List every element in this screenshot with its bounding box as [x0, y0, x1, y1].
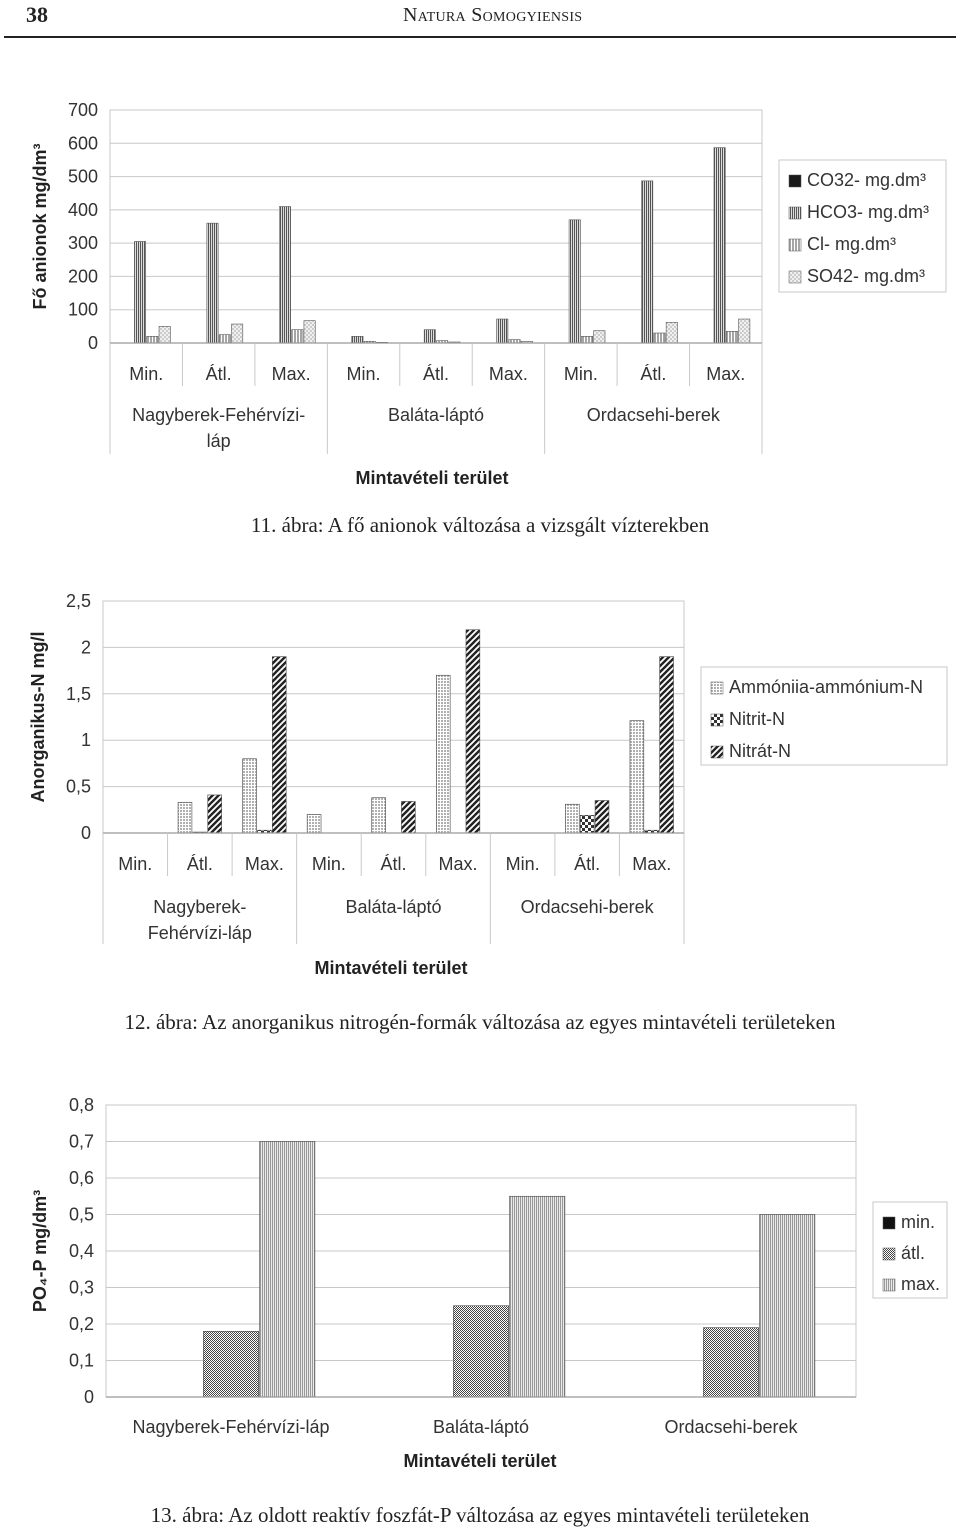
header-rule	[4, 36, 956, 38]
legend-swatch	[788, 270, 802, 284]
y-tick-label: 0	[81, 823, 91, 843]
legend-label: min.	[901, 1212, 935, 1232]
x-tick-label: Min.	[347, 364, 381, 384]
x-tick-label: Min.	[312, 854, 346, 874]
x-tick-label: Átl.	[423, 364, 449, 384]
x-tick-label: Max.	[489, 364, 528, 384]
legend-swatch	[882, 1216, 896, 1230]
y-tick-label: 200	[68, 266, 98, 286]
y-tick-label: 100	[68, 300, 98, 320]
y-tick-label: 0,5	[66, 777, 91, 797]
legend-swatch	[788, 174, 802, 188]
plot-area	[109, 109, 763, 344]
x-axis-label: Mintavételi terület	[355, 468, 508, 488]
legend-label: HCO3- mg.dm³	[807, 202, 929, 222]
legend-label: max.	[901, 1274, 940, 1294]
x-tick-label: Ordacsehi-berek	[664, 1417, 798, 1437]
figure-11-caption: 11. ábra: A fő anionok változása a vizsg…	[250, 513, 710, 537]
y-tick-label: 300	[68, 233, 98, 253]
x-tick-label: Max.	[632, 854, 671, 874]
y-tick-label: 1	[81, 730, 91, 750]
group-label: Nagyberek-	[153, 897, 246, 917]
x-tick-label: Átl.	[206, 364, 232, 384]
y-tick-label: 0,1	[69, 1351, 94, 1371]
page-header: 38 Natura Somogyiensis	[0, 0, 960, 40]
group-label: Baláta-láptó	[388, 405, 484, 425]
anions-chart: 0 100 200 300 400 500 600 700 Fő anionok mg/dm³ M…	[30, 100, 947, 488]
group-label: Fehérvízi-láp	[148, 923, 252, 943]
bar-1-0	[203, 1331, 259, 1398]
x-tick-label: Átl.	[380, 854, 406, 874]
bar-2-2	[759, 1214, 816, 1398]
y-tick-label: 0,2	[69, 1314, 94, 1334]
x-tick-label: Max.	[439, 854, 478, 874]
x-tick-label: Baláta-láptó	[433, 1417, 529, 1437]
group-label: Ordacsehi-berek	[587, 405, 721, 425]
group-label: Ordacsehi-berek	[521, 897, 655, 917]
legend-label: Ammóniia-ammónium-N	[729, 677, 923, 697]
y-tick-label: 400	[68, 200, 98, 220]
legend-swatch	[710, 745, 724, 759]
legend-label: átl.	[901, 1243, 925, 1263]
x-tick-label: Átl.	[640, 364, 666, 384]
group-label: Baláta-láptó	[345, 897, 441, 917]
y-tick-label: 2,5	[66, 591, 91, 611]
y-axis-label: PO₄-P mg/dm³	[30, 1190, 50, 1312]
legend-label: SO42- mg.dm³	[807, 266, 925, 286]
y-tick-label: 0,7	[69, 1132, 94, 1152]
legend-swatch	[710, 713, 724, 727]
legend-label: Nitrit-N	[729, 709, 785, 729]
group-label: láp	[207, 431, 231, 451]
nitrogen-chart: 0 0,5 1 1,5 2 2,5 Anorganikus-N mg/l Min. Átl. Ma…	[28, 591, 948, 978]
legend-swatch	[788, 206, 802, 220]
x-tick-label: Min.	[506, 854, 540, 874]
figure-13-caption: 13. ábra: Az oldott reaktív foszfát-P vá…	[150, 1503, 810, 1527]
legend-label: CO32- mg.dm³	[807, 170, 926, 190]
legend-label: Cl- mg.dm³	[807, 234, 896, 254]
y-tick-label: 0,8	[69, 1095, 94, 1115]
y-tick-label: 1,5	[66, 684, 91, 704]
legend-swatch	[710, 681, 724, 695]
y-tick-label: 600	[68, 133, 98, 153]
y-tick-label: 700	[68, 100, 98, 120]
legend-label: Nitrát-N	[729, 741, 791, 761]
x-tick-label: Min.	[118, 854, 152, 874]
x-tick-label: Min.	[129, 364, 163, 384]
phosphate-chart: 0 0,1 0,2 0,3 0,4 0,5 0,6 0,7 0,8 PO₄-P mg/dm³ Nag…	[30, 1095, 948, 1471]
bar-1-2	[703, 1327, 759, 1398]
x-tick-label: Max.	[706, 364, 745, 384]
x-tick-label: Átl.	[187, 854, 213, 874]
y-axis-label: Fő anionok mg/dm³	[30, 144, 50, 310]
x-tick-label: Min.	[564, 364, 598, 384]
y-tick-label: 0	[84, 1387, 94, 1407]
legend-box	[778, 159, 947, 293]
bar-1-1	[453, 1305, 509, 1398]
page-number: 38	[26, 2, 48, 27]
group-label: Nagyberek-Fehérvízi-	[132, 405, 305, 425]
plot-area	[102, 600, 685, 834]
figure-12-caption: 12. ábra: Az anorganikus nitrogén-formák…	[124, 1010, 836, 1034]
y-tick-label: 0,6	[69, 1168, 94, 1188]
x-axis-label: Mintavételi terület	[314, 958, 467, 978]
bar-2-0	[259, 1141, 316, 1398]
legend-swatch	[882, 1247, 896, 1261]
journal-title: Natura Somogyiensis	[403, 4, 583, 26]
y-tick-label: 0,5	[69, 1205, 94, 1225]
y-axis-label: Anorganikus-N mg/l	[28, 631, 48, 802]
y-tick-label: 0,3	[69, 1278, 94, 1298]
y-tick-label: 0,4	[69, 1241, 94, 1261]
x-axis-label: Mintavételi terület	[403, 1451, 556, 1471]
x-tick-label: Nagyberek-Fehérvízi-láp	[132, 1417, 329, 1437]
x-tick-label: Max.	[272, 364, 311, 384]
legend-swatch	[882, 1278, 896, 1292]
y-tick-label: 500	[68, 167, 98, 187]
bar-2-1	[509, 1195, 566, 1398]
y-tick-label: 2	[81, 637, 91, 657]
x-tick-label: Max.	[245, 854, 284, 874]
x-tick-label: Átl.	[574, 854, 600, 874]
legend-swatch	[788, 238, 802, 252]
legend-box	[700, 666, 948, 766]
y-tick-label: 0	[88, 333, 98, 353]
